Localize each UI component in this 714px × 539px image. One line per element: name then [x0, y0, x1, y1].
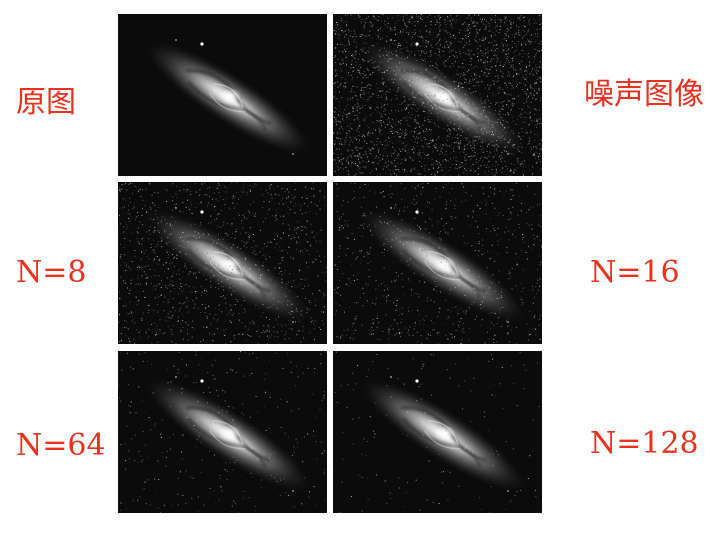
label-n8: N=8 [16, 255, 87, 290]
original-image [118, 14, 327, 176]
average-n64-image-galaxy [118, 351, 327, 513]
average-n64-image [118, 351, 327, 513]
noisy-image [333, 14, 542, 176]
average-n128-image [333, 351, 542, 513]
average-n16-image [333, 182, 542, 344]
label-n16: N=16 [590, 255, 680, 290]
original-image-galaxy [118, 14, 327, 176]
average-n16-image-galaxy [333, 182, 542, 344]
label-noisy: 噪声图像 [584, 77, 704, 112]
label-original: 原图 [16, 85, 76, 120]
noisy-image-galaxy [333, 14, 542, 176]
average-n128-image-galaxy [333, 351, 542, 513]
label-n64: N=64 [16, 428, 106, 463]
label-n128: N=128 [590, 426, 699, 461]
average-n8-image [118, 182, 327, 344]
average-n8-image-galaxy [118, 182, 327, 344]
